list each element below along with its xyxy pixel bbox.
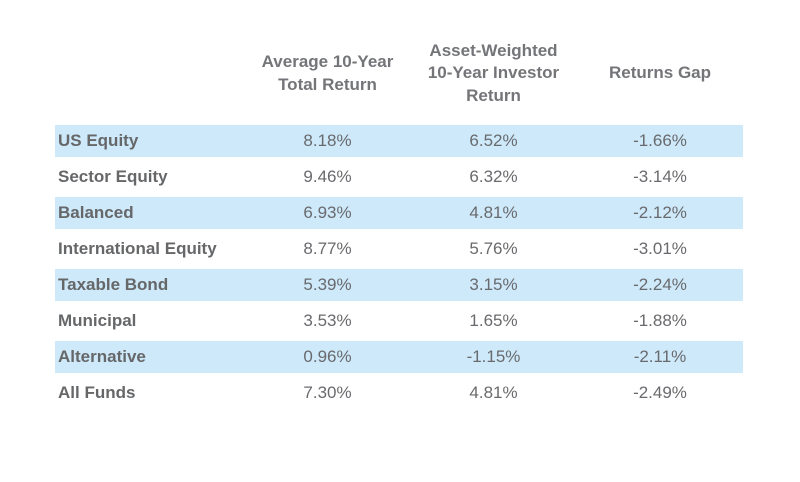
row-label: All Funds [58, 383, 136, 403]
cell-total-return: 5.39% [245, 269, 410, 302]
cell-returns-gap: -2.12% [577, 197, 743, 230]
row-label: Municipal [58, 311, 137, 331]
row-label: Sector Equity [58, 167, 168, 187]
column-header-returns-gap: Returns Gap [608, 63, 712, 83]
cell-returns-gap: -1.88% [633, 311, 687, 331]
table-header: Average 10-Year Total Return Asset-Weigh… [55, 34, 743, 121]
header-row: Average 10-Year Total Return Asset-Weigh… [55, 34, 743, 121]
column-header-investor-return: Asset-Weighted 10-Year Investor Return [427, 41, 560, 105]
cell-investor-return: 5.76% [469, 239, 518, 259]
cell-investor-return: -1.15% [410, 341, 577, 374]
cell-total-return: 9.46% [303, 167, 352, 187]
cell-total-return: 6.93% [245, 197, 410, 230]
cell-returns-gap: -1.66% [577, 125, 743, 158]
cell-returns-gap: -3.14% [633, 167, 687, 187]
table-row-municipal: Municipal 3.53% 1.65% -1.88% [55, 305, 743, 337]
table-row-all-funds: All Funds 7.30% 4.81% -2.49% [55, 377, 743, 409]
column-header-category [55, 34, 245, 121]
row-label: Balanced [55, 197, 245, 230]
cell-investor-return: 4.81% [469, 383, 518, 403]
table-body: US Equity 8.18% 6.52% -1.66% Sector Equi… [55, 125, 743, 409]
cell-investor-return: 6.52% [410, 125, 577, 158]
cell-total-return: 8.77% [303, 239, 352, 259]
row-label: Alternative [55, 341, 245, 374]
table-row-taxable-bond: Taxable Bond 5.39% 3.15% -2.24% [55, 269, 743, 302]
cell-investor-return: 3.15% [410, 269, 577, 302]
cell-investor-return: 1.65% [469, 311, 518, 331]
cell-total-return: 3.53% [303, 311, 352, 331]
table-row-us-equity: US Equity 8.18% 6.52% -1.66% [55, 125, 743, 158]
cell-returns-gap: -3.01% [633, 239, 687, 259]
table-row-sector-equity: Sector Equity 9.46% 6.32% -3.14% [55, 161, 743, 193]
column-header-total-return: Average 10-Year Total Return [261, 52, 394, 94]
cell-returns-gap: -2.49% [633, 383, 687, 403]
cell-total-return: 0.96% [245, 341, 410, 374]
cell-returns-gap: -2.11% [577, 341, 743, 374]
cell-investor-return: 4.81% [410, 197, 577, 230]
table-row-alternative: Alternative 0.96% -1.15% -2.11% [55, 341, 743, 374]
row-label: US Equity [55, 125, 245, 158]
table-row-balanced: Balanced 6.93% 4.81% -2.12% [55, 197, 743, 230]
cell-investor-return: 6.32% [469, 167, 518, 187]
row-label: Taxable Bond [55, 269, 245, 302]
cell-total-return: 7.30% [303, 383, 352, 403]
row-label: International Equity [58, 239, 217, 259]
cell-total-return: 8.18% [245, 125, 410, 158]
returns-table: Average 10-Year Total Return Asset-Weigh… [55, 30, 743, 413]
cell-returns-gap: -2.24% [577, 269, 743, 302]
table-row-international-equity: International Equity 8.77% 5.76% -3.01% [55, 233, 743, 265]
